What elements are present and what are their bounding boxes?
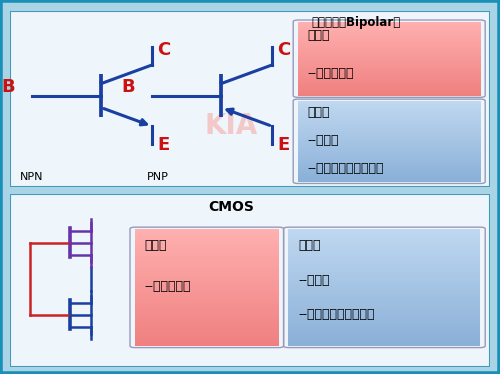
Text: E: E: [157, 136, 170, 154]
Text: --驱动能力弱: --驱动能力弱: [144, 280, 191, 294]
Text: --功耗大: --功耗大: [308, 134, 339, 147]
Text: CMOS: CMOS: [208, 200, 254, 214]
Text: 优点：: 优点：: [308, 29, 330, 42]
Text: --功耗低: --功耗低: [298, 274, 330, 286]
FancyBboxPatch shape: [10, 11, 490, 187]
Text: 优点：: 优点：: [298, 239, 320, 252]
Text: 双极型器件Bipolar：: 双极型器件Bipolar：: [311, 16, 400, 30]
Text: 缺点：: 缺点：: [308, 106, 330, 119]
FancyBboxPatch shape: [10, 194, 490, 367]
Text: 缺点：: 缺点：: [144, 239, 167, 252]
Text: C: C: [277, 42, 290, 59]
Text: PNP: PNP: [147, 172, 169, 182]
Text: B: B: [1, 78, 15, 96]
Text: --集成度低（成本高）: --集成度低（成本高）: [308, 162, 384, 175]
Text: C: C: [157, 42, 170, 59]
Text: E: E: [277, 136, 289, 154]
Text: B: B: [121, 78, 134, 96]
Text: NPN: NPN: [20, 172, 43, 182]
Text: --驱动能力强: --驱动能力强: [308, 67, 354, 80]
Text: KIA: KIA: [204, 112, 258, 140]
Text: --集成度高（成本低）: --集成度高（成本低）: [298, 308, 374, 321]
